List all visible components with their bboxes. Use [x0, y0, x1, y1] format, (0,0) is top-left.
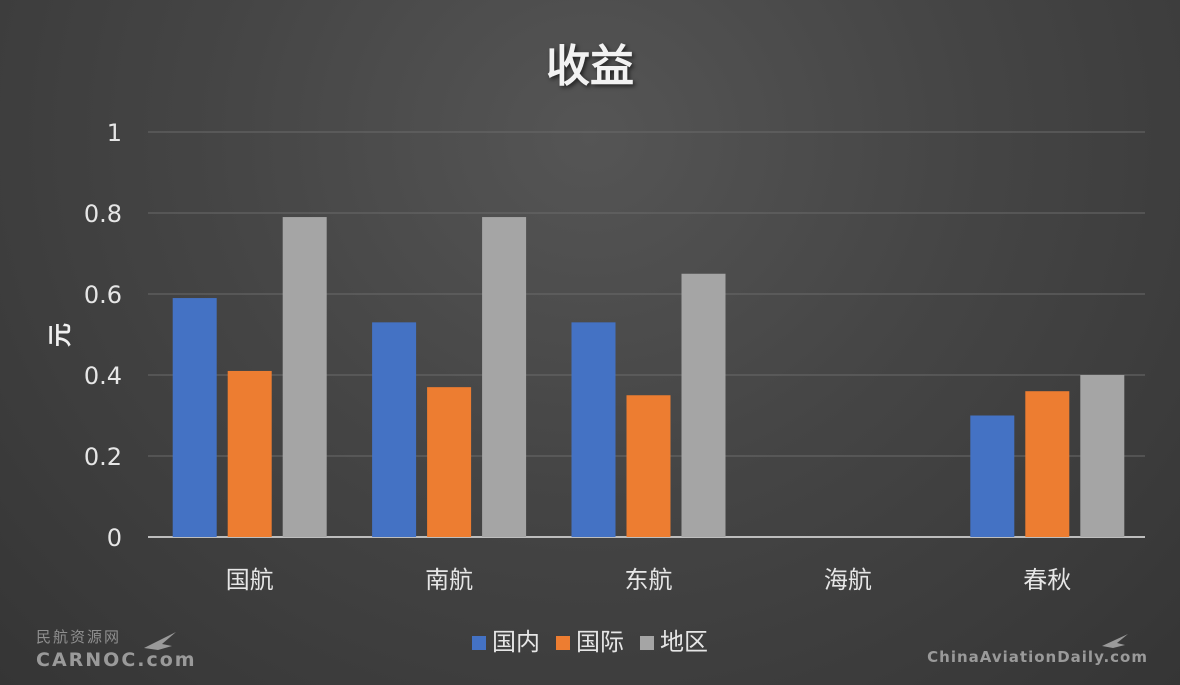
y-tick-label: 0.4 — [84, 362, 122, 390]
carnoc-watermark: 民航资源网 CARNOC.com — [36, 626, 197, 671]
legend-swatch — [556, 636, 570, 650]
carnoc-watermark-en: CARNOC.com — [36, 649, 197, 671]
bar — [626, 395, 671, 537]
legend-label: 国际 — [576, 628, 624, 656]
y-tick-label: 0 — [107, 524, 122, 552]
legend-swatch — [640, 636, 654, 650]
bar — [1080, 375, 1125, 537]
bar — [571, 322, 616, 537]
airplane-logo-icon — [1102, 634, 1128, 648]
bar — [282, 217, 327, 538]
y-tick-label: 0.8 — [84, 200, 122, 228]
bar — [681, 273, 726, 537]
bar — [372, 322, 417, 537]
x-tick-label: 春秋 — [1023, 566, 1071, 594]
legend-label: 国内 — [492, 628, 540, 656]
bar — [482, 217, 527, 538]
legend-swatch — [472, 636, 486, 650]
x-tick-label: 南航 — [425, 566, 473, 594]
x-tick-label: 海航 — [824, 566, 872, 594]
chart-title: 收益 — [546, 41, 634, 92]
y-tick-label: 0.6 — [84, 281, 122, 309]
bar — [970, 415, 1015, 537]
bar — [427, 387, 472, 537]
airplane-logo-icon — [144, 632, 176, 650]
y-axis-label: 元 — [46, 323, 74, 347]
legend-item: 地区 — [640, 622, 708, 657]
bar — [1025, 391, 1070, 537]
legend-item: 国际 — [556, 622, 624, 657]
x-tick-label: 东航 — [625, 566, 673, 594]
bar — [227, 370, 272, 537]
x-tick-label: 国航 — [226, 566, 274, 594]
legend-label: 地区 — [660, 628, 708, 656]
carnoc-watermark-cn: 民航资源网 — [36, 628, 122, 646]
y-tick-label: 0.2 — [84, 443, 122, 471]
legend-item: 国内 — [472, 622, 540, 657]
legend: 国内 国际 地区 — [0, 622, 1180, 657]
bar — [172, 298, 217, 537]
chinaaviationdaily-watermark: ChinaAviationDaily.com — [927, 648, 1148, 666]
y-tick-label: 1 — [107, 119, 122, 147]
